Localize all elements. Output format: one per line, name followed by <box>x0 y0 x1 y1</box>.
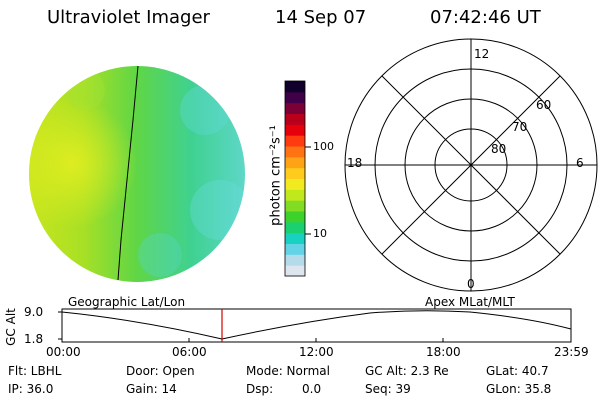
color-bar-segment <box>285 189 305 201</box>
color-bar-unit-label: photon cm⁻²s⁻¹ <box>268 125 284 226</box>
color-bar-segment <box>285 135 305 147</box>
geographic-label: Geographic Lat/Lon <box>68 295 186 309</box>
y-tick-9: 9.0 <box>24 305 44 319</box>
x-tick-2359: 23:59 <box>554 345 589 359</box>
x-tick-1200: 12:00 <box>299 345 334 359</box>
color-bar-segment <box>285 146 305 158</box>
color-bar-segment <box>285 113 305 125</box>
status-glon: GLon: 35.8 <box>486 382 552 396</box>
color-bar-segment <box>285 211 305 223</box>
color-bar-segment <box>285 102 305 114</box>
apex-label: Apex MLat/MLT <box>425 295 515 309</box>
color-bar-segment <box>285 178 305 190</box>
mlt-label-18: 18 <box>347 156 363 170</box>
lat-label-60: 60 <box>536 98 552 112</box>
instrument-title: Ultraviolet Imager <box>47 7 210 28</box>
color-bar-segment <box>285 232 305 244</box>
color-bar <box>285 81 305 277</box>
x-tick-0600: 06:00 <box>172 345 207 359</box>
altitude-curve <box>61 310 572 340</box>
status-dsp-value: 0.0 <box>302 382 322 396</box>
color-bar-tick-label-10: 10 <box>313 227 327 240</box>
color-bar-segment <box>285 254 305 266</box>
color-bar-segment <box>285 221 305 234</box>
status-flt: Flt: LBHL <box>8 364 62 378</box>
status-door: Door: Open <box>126 364 195 378</box>
terminator-line <box>117 65 139 281</box>
status-dsp-label: Dsp: <box>246 382 274 396</box>
color-bar-frame <box>284 80 306 277</box>
status-gain: Gain: 14 <box>126 382 177 396</box>
polar-grid <box>344 38 598 292</box>
color-bar-segment <box>285 124 305 136</box>
color-bar-segment <box>285 243 305 255</box>
status-gc-alt: GC Alt: 2.3 Re <box>365 364 449 378</box>
color-bar-segment <box>285 156 305 169</box>
status-seq: Seq: 39 <box>365 382 411 396</box>
uvi-image <box>29 65 245 282</box>
timeline-ticks <box>58 311 572 342</box>
lat-label-70: 70 <box>512 120 528 134</box>
timeline-frame <box>61 308 572 343</box>
mlt-label-6: 6 <box>576 156 584 170</box>
date-label: 14 Sep 07 <box>275 7 367 28</box>
y-tick-1-8: 1.8 <box>24 332 44 346</box>
x-tick-1800: 18:00 <box>426 345 461 359</box>
color-bar-segment <box>285 91 305 104</box>
mlt-label-12: 12 <box>474 47 490 61</box>
time-label: 07:42:46 UT <box>430 7 541 28</box>
gc-alt-axis-label: GC Alt <box>4 308 18 346</box>
color-bar-segment <box>285 265 305 277</box>
status-glat: GLat: 40.7 <box>486 364 549 378</box>
color-bar-segment <box>285 167 305 179</box>
status-mode: Mode: Normal <box>246 364 330 378</box>
lat-label-80: 80 <box>491 142 507 156</box>
color-bar-tick-label-100: 100 <box>313 140 334 153</box>
color-bar-segment <box>285 200 305 212</box>
x-tick-0000: 00:00 <box>46 345 81 359</box>
mlt-label-0: 0 <box>467 277 475 291</box>
color-bar-segment <box>285 81 305 93</box>
status-ip: IP: 36.0 <box>8 382 54 396</box>
